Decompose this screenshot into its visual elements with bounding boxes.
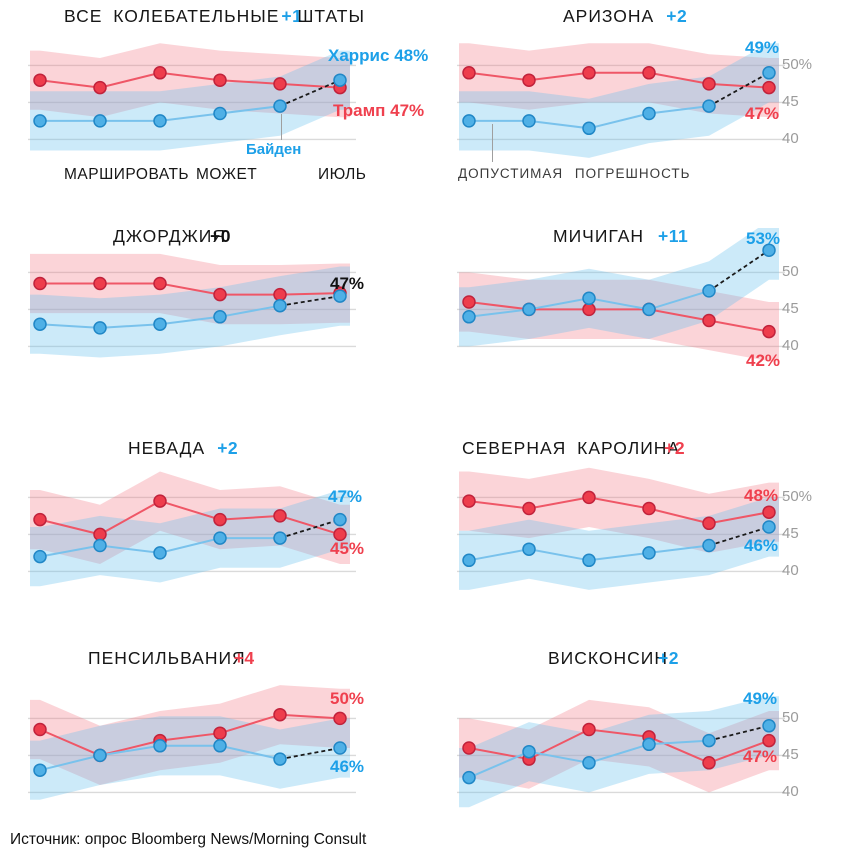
panel-title-georgia: ДЖОРДЖИЯ+0 bbox=[113, 226, 231, 247]
panel-title-all-swing-states: ВСЕ КОЛЕБАТЕЛЬНЫЕ +1ШТАТЫ bbox=[64, 6, 365, 27]
ytick-50: 50 bbox=[782, 709, 799, 726]
lead-margin: +0 bbox=[209, 226, 231, 246]
panel-title-arizona: АРИЗОНА +2 bbox=[563, 6, 687, 27]
poll-chart-nevada bbox=[28, 471, 356, 587]
end-label-trump-wisconsin: 47% bbox=[743, 747, 778, 766]
title-text: ПЕНСИЛЬВАНИЯ bbox=[88, 648, 246, 668]
panel-title-north-carolina: СЕВЕРНАЯ КАРОЛИНА+2 bbox=[462, 438, 685, 459]
panel-title-pennsylvania: ПЕНСИЛЬВАНИЯ+4 bbox=[88, 648, 255, 669]
ytick-45: 45 bbox=[782, 93, 799, 110]
biden-callout-label: Байден bbox=[246, 141, 302, 158]
trump-line-label: Трамп 47% bbox=[333, 101, 425, 120]
title-text: ВСЕ КОЛЕБАТЕЛЬНЫЕ bbox=[64, 6, 280, 26]
ytick-45: 45 bbox=[782, 300, 799, 317]
x-tick-march: МАРШИРОВАТЬ bbox=[64, 166, 190, 183]
end-label-harris-nevada: 47% bbox=[328, 487, 363, 506]
end-label-harris-wisconsin: 49% bbox=[743, 689, 778, 708]
end-label-harris-michigan: 53% bbox=[746, 229, 781, 248]
poll-chart-pennsylvania bbox=[28, 685, 356, 800]
title-text: МИЧИГАН bbox=[553, 226, 645, 246]
panel-title-michigan: МИЧИГАН +11 bbox=[553, 226, 688, 247]
margin-of-error-note: ДОПУСТИМАЯ ПОГРЕШНОСТЬ bbox=[458, 166, 691, 181]
poll-chart-georgia bbox=[28, 253, 356, 358]
ytick-40: 40 bbox=[782, 130, 799, 147]
end-label-harris-arizona: 49% bbox=[745, 38, 780, 57]
harris-line-label: Харрис 48% bbox=[328, 46, 429, 65]
panel-title-wisconsin: ВИСКОНСИН+2 bbox=[548, 648, 679, 669]
biden-callout-line bbox=[281, 114, 282, 140]
lead-margin: +4 bbox=[233, 648, 255, 668]
ytick-40: 40 bbox=[782, 562, 799, 579]
ytick-40: 40 bbox=[782, 337, 799, 354]
end-label-trump-pennsylvania: 50% bbox=[330, 689, 365, 708]
lead-margin: +2 bbox=[658, 648, 679, 668]
lead-margin: +2 bbox=[666, 6, 688, 26]
ytick-50: 50 bbox=[782, 263, 799, 280]
end-label-harris-pennsylvania: 46% bbox=[330, 757, 365, 776]
lead-margin: +1 bbox=[281, 6, 303, 26]
poll-chart-north-carolina bbox=[457, 467, 785, 590]
poll-chart-wisconsin bbox=[457, 696, 785, 808]
end-label-harris-north-carolina: 46% bbox=[744, 536, 779, 555]
end-label-trump-arizona: 47% bbox=[745, 104, 780, 123]
end-label-trump-michigan: 42% bbox=[746, 351, 781, 370]
ytick-50: 50% bbox=[782, 56, 813, 73]
x-tick-july: ИЮЛЬ bbox=[318, 166, 367, 183]
title-text: СЕВЕРНАЯ КАРОЛИНА bbox=[462, 438, 681, 458]
ytick-45: 45 bbox=[782, 746, 799, 763]
title-suffix: ШТАТЫ bbox=[297, 6, 365, 26]
ytick-40: 40 bbox=[782, 783, 799, 800]
title-text: ВИСКОНСИН bbox=[548, 648, 668, 668]
title-text: ДЖОРДЖИЯ bbox=[113, 226, 226, 246]
poll-chart-michigan bbox=[457, 228, 785, 362]
lead-margin: +2 bbox=[664, 438, 686, 458]
poll-chart-arizona bbox=[457, 43, 785, 158]
x-tick-may: МОЖЕТ bbox=[196, 166, 258, 183]
moe-callout-line bbox=[492, 124, 493, 162]
ytick-45: 45 bbox=[782, 525, 799, 542]
ytick-50: 50% bbox=[782, 488, 813, 505]
panel-title-nevada: НЕВАДА +2 bbox=[128, 438, 238, 459]
title-text: НЕВАДА bbox=[128, 438, 206, 458]
lead-margin: +11 bbox=[658, 226, 689, 246]
poll-chart-all-swing-states bbox=[28, 43, 356, 151]
end-label-trump-north-carolina: 48% bbox=[744, 486, 779, 505]
source-credit: Источник: опрос Bloomberg News/Morning C… bbox=[10, 831, 367, 848]
end-label-tie-georgia: 47% bbox=[330, 274, 365, 293]
end-label-trump-nevada: 45% bbox=[330, 539, 365, 558]
title-text: АРИЗОНА bbox=[563, 6, 655, 26]
lead-margin: +2 bbox=[217, 438, 239, 458]
